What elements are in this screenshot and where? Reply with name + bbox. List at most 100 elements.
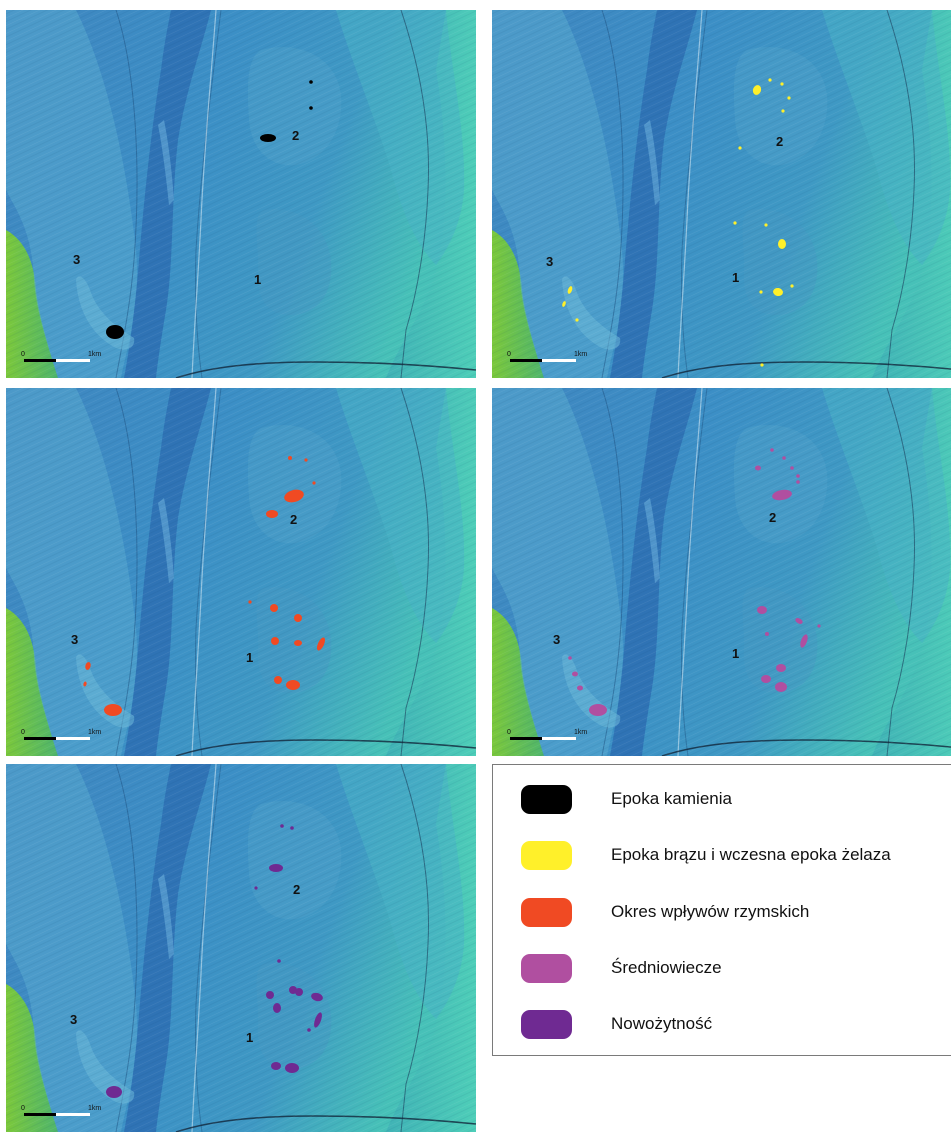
scale-label-distance: 1km [88, 1105, 101, 1112]
site-marker [773, 287, 783, 297]
scale-bar-white [56, 1113, 90, 1116]
site-marker [314, 1012, 322, 1028]
site-marker [790, 284, 794, 288]
site-marker [787, 96, 791, 100]
scale-bar-black [24, 1113, 56, 1116]
site-marker [260, 134, 276, 142]
scale-bar-black [510, 737, 542, 740]
legend-label: Średniowiecze [611, 958, 722, 977]
area-label-2: 2 [293, 882, 300, 897]
site-marker [288, 456, 292, 460]
relief-map: 0 1km 1 2 3 [6, 764, 476, 1132]
site-marker [309, 106, 313, 110]
site-marker [572, 671, 578, 677]
site-marker [776, 664, 786, 672]
site-marker [568, 656, 572, 660]
area-label-3: 3 [553, 632, 560, 647]
scale-label-zero: 0 [21, 351, 25, 358]
scale-label-distance: 1km [88, 729, 101, 736]
area-label-3: 3 [73, 252, 80, 267]
site-marker [266, 991, 274, 999]
site-marker [248, 600, 252, 604]
scale-bar-white [542, 359, 576, 362]
scale-label-zero: 0 [507, 729, 511, 736]
site-marker [285, 1063, 299, 1073]
site-marker [277, 959, 281, 963]
relief-map: 0 1km 1 2 3 [492, 388, 951, 756]
scale-bar-white [56, 359, 90, 362]
site-marker [790, 466, 794, 470]
site-marker [755, 465, 761, 471]
legend-item-bronze-age: Epoka brązu i wczesna epoka żelaza [493, 841, 951, 871]
site-marker [316, 637, 326, 651]
site-marker [270, 604, 278, 612]
site-marker [796, 474, 800, 478]
site-marker [295, 988, 303, 996]
scale-label-distance: 1km [88, 351, 101, 358]
scale-label-distance: 1km [574, 351, 587, 358]
site-marker [273, 1003, 281, 1013]
site-marker [271, 637, 279, 645]
area-label-1: 1 [732, 270, 739, 285]
map-panel-stone-age: 0 1km 1 2 3 [6, 10, 476, 378]
site-marker [800, 634, 808, 648]
site-marker [286, 680, 300, 690]
map-panel-roman-period: 0 1km 1 2 3 [6, 388, 476, 756]
relief-map: 0 1km 1 2 3 [6, 10, 476, 378]
site-marker [796, 480, 800, 484]
legend-label: Okres wpływów rzymskich [611, 902, 810, 921]
relief-map: 0 1km 1 2 3 [6, 388, 476, 756]
scale-label-zero: 0 [21, 729, 25, 736]
site-marker [817, 624, 821, 628]
map-panel-bronze-age: 0 1km 1 2 3 [492, 10, 951, 378]
legend-label: Nowożytność [611, 1014, 713, 1033]
site-marker [761, 675, 771, 683]
area-label-3: 3 [546, 254, 553, 269]
site-marker [760, 363, 764, 367]
site-marker [778, 239, 786, 249]
site-marker [768, 78, 772, 82]
area-label-1: 1 [732, 646, 739, 661]
site-marker [752, 85, 762, 95]
site-marker [85, 662, 91, 670]
site-marker [738, 146, 742, 150]
legend-label: Epoka kamienia [611, 789, 732, 808]
site-marker [106, 325, 124, 339]
map-panel-medieval: 0 1km 1 2 3 [492, 388, 951, 756]
scale-label-zero: 0 [507, 351, 511, 358]
area-label-2: 2 [769, 510, 776, 525]
area-label-1: 1 [254, 272, 261, 287]
site-marker [780, 82, 784, 86]
scale-label-zero: 0 [21, 1105, 25, 1112]
site-marker [782, 456, 786, 460]
relief-map: 0 1km 1 2 3 [492, 10, 951, 378]
legend-swatch [521, 1010, 572, 1039]
site-marker [567, 286, 573, 294]
map-panel-modern: 0 1km 1 2 3 [6, 764, 476, 1132]
site-marker [311, 992, 323, 1002]
legend-label: Epoka brązu i wczesna epoka żelaza [611, 845, 891, 864]
site-marker [577, 685, 583, 691]
site-marker [274, 676, 282, 684]
scale-label-distance: 1km [574, 729, 587, 736]
site-marker [562, 301, 566, 307]
scale-bar-white [56, 737, 90, 740]
site-marker [106, 1086, 122, 1098]
area-label-2: 2 [292, 128, 299, 143]
site-marker [284, 489, 304, 503]
site-marker [795, 618, 803, 624]
site-marker [765, 632, 769, 636]
site-marker [294, 614, 302, 622]
site-marker [83, 681, 87, 687]
area-label-2: 2 [776, 134, 783, 149]
site-marker [269, 864, 283, 872]
site-marker [312, 481, 316, 485]
site-marker [294, 640, 302, 646]
site-marker [781, 109, 785, 113]
site-marker [307, 1028, 311, 1032]
area-label-1: 1 [246, 650, 253, 665]
site-marker [589, 704, 607, 716]
site-marker [280, 824, 284, 828]
legend-swatch [521, 841, 572, 870]
area-label-3: 3 [70, 1012, 77, 1027]
